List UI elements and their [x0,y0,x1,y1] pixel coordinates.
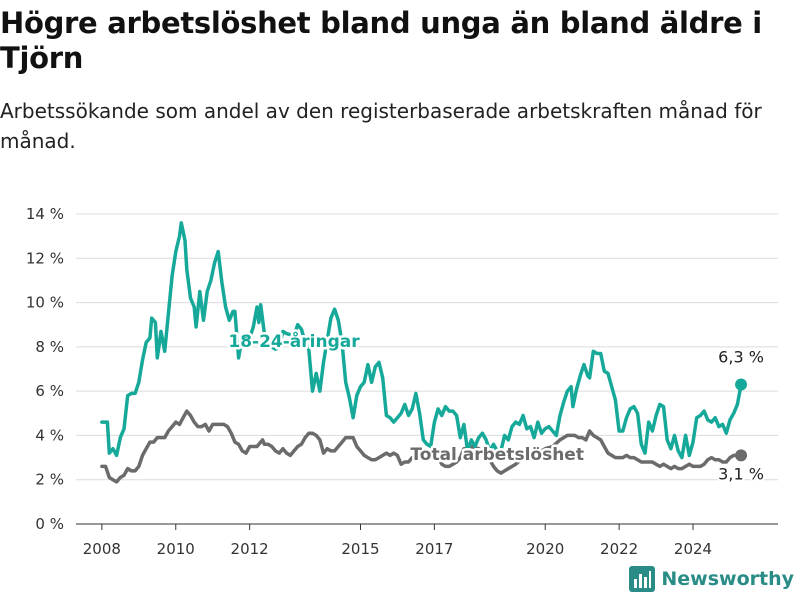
brand-name: Newsworthy [661,568,794,590]
y-tick-label: 12 % [26,249,64,267]
end-value-label: 6,3 % [718,347,764,366]
chart-annotations: 18-24-åringar Total arbetslöshet 6,3 % 3,1 … [226,327,766,485]
y-axis-ticks: 0 % 2 % 4 % 6 % 8 % 10 % 12 % 14 % [26,205,64,533]
grid-lines [76,213,778,481]
y-tick-label: 14 % [26,205,64,223]
series-line-youth [100,221,743,460]
x-tick-label: 2010 [157,540,195,558]
series-line-total [100,409,743,484]
end-point-total [735,449,748,462]
series-lines [100,221,748,484]
end-value-label: 3,1 % [718,465,764,484]
x-tick-label: 2024 [674,540,712,558]
x-axis: 2008 2010 2012 2015 2017 2020 2022 2024 [76,523,778,558]
series-label: 18-24-åringar [228,330,360,352]
y-tick-label: 6 % [35,382,64,400]
x-tick-label: 2020 [526,540,564,558]
x-tick-label: 2017 [415,540,453,558]
end-point-youth [735,378,748,391]
x-tick-label: 2015 [341,540,379,558]
y-tick-label: 2 % [35,471,64,489]
y-tick-label: 8 % [35,338,64,356]
chart-subtitle: Arbetssökande som andel av den registerb… [0,99,762,153]
chart-title: Högre arbetslöshet bland unga än bland ä… [0,6,762,75]
x-tick-label: 2012 [231,540,269,558]
y-tick-label: 4 % [35,426,64,444]
y-tick-label: 0 % [35,515,64,533]
series-label: Total arbetslöshet [410,445,584,465]
newsworthy-logo: Newsworthy [629,566,794,592]
bar-chart-logo-icon [629,566,656,592]
x-tick-label: 2008 [83,540,121,558]
y-tick-label: 10 % [26,294,64,312]
x-tick-label: 2022 [600,540,638,558]
